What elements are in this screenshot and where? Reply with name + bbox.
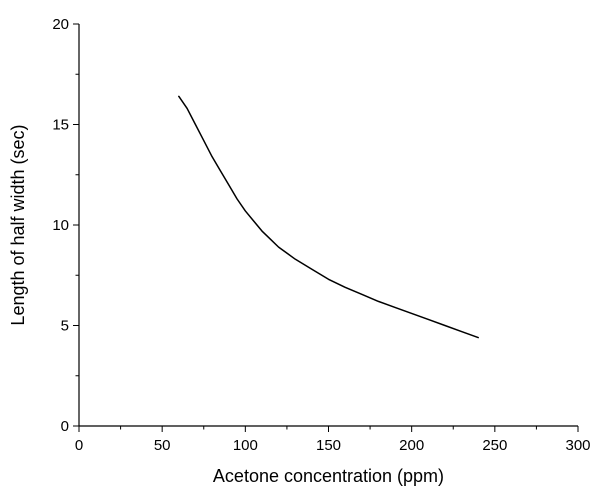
y-tick-label: 0 — [61, 418, 69, 435]
y-axis-title: Length of half width (sec) — [8, 124, 28, 325]
y-tick-label: 15 — [52, 117, 69, 134]
x-tick-label: 0 — [75, 437, 83, 454]
x-axis-title: Acetone concentration (ppm) — [213, 466, 444, 486]
y-tick-label: 5 — [61, 318, 69, 335]
chart-tick-labels: 0 50 100 150 200 250 300 0 5 10 15 20 — [52, 16, 590, 454]
chart-ticks — [73, 23, 579, 432]
x-tick-label: 100 — [233, 437, 258, 454]
x-tick-label: 50 — [154, 437, 171, 454]
y-tick-label: 10 — [52, 217, 69, 234]
chart-series — [178, 95, 479, 339]
chart-axes — [78, 24, 578, 427]
y-tick-label: 20 — [52, 16, 69, 33]
x-tick-label: 250 — [482, 437, 507, 454]
x-tick-label: 150 — [316, 437, 341, 454]
series-line — [178, 95, 479, 339]
x-tick-label: 200 — [399, 437, 424, 454]
x-tick-label: 300 — [565, 437, 590, 454]
